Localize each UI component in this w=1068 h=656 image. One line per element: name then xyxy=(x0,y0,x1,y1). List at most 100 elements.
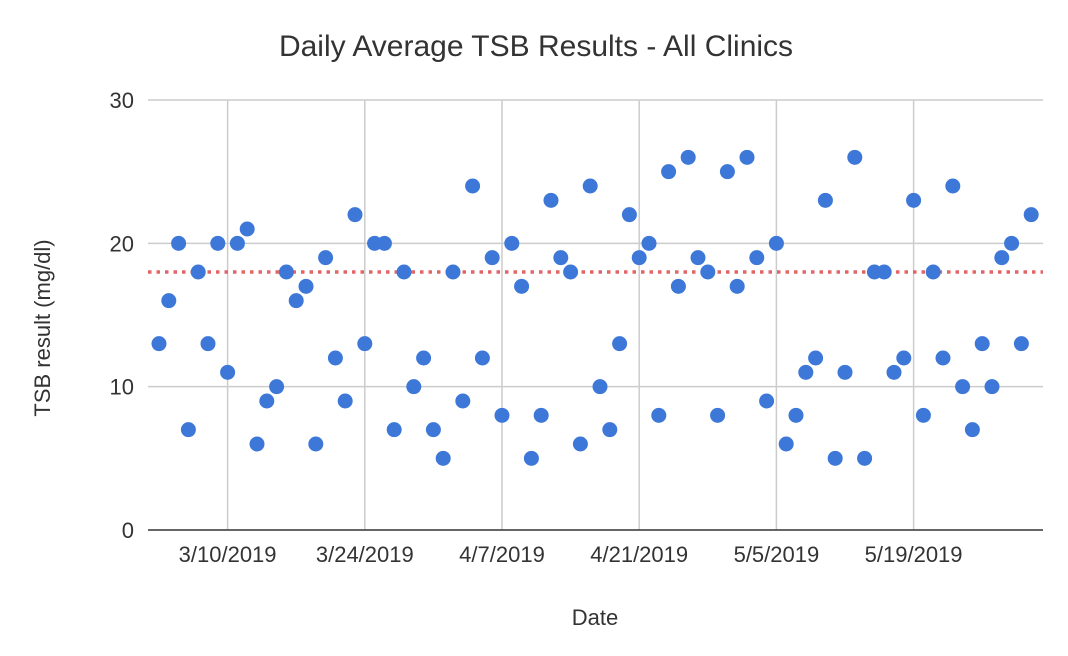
data-point xyxy=(572,436,588,452)
data-point xyxy=(759,393,775,409)
grid xyxy=(148,99,1043,530)
data-point xyxy=(808,350,824,366)
data-point xyxy=(690,250,706,266)
data-point xyxy=(621,207,637,223)
y-axis-label: TSB result (mg/dl) xyxy=(30,239,55,416)
data-point xyxy=(180,422,196,438)
x-tick-label: 4/21/2019 xyxy=(590,542,688,567)
data-point xyxy=(768,235,784,251)
data-point xyxy=(288,293,304,309)
data-point xyxy=(190,264,206,280)
data-point xyxy=(749,250,765,266)
data-point xyxy=(161,293,177,309)
data-point xyxy=(563,264,579,280)
data-point xyxy=(896,350,912,366)
data-point xyxy=(249,436,265,452)
data-point xyxy=(171,235,187,251)
data-points xyxy=(151,149,1039,466)
data-point xyxy=(337,393,353,409)
data-point xyxy=(259,393,275,409)
data-point xyxy=(651,407,667,423)
data-point xyxy=(347,207,363,223)
data-point xyxy=(778,436,794,452)
data-point xyxy=(327,350,343,366)
y-tick-label: 20 xyxy=(110,231,134,256)
data-point xyxy=(308,436,324,452)
data-point xyxy=(670,278,686,294)
tick-labels: 0 10 20 30 3/10/2019 3/24/2019 4/7/2019 4/21/20… xyxy=(110,88,963,567)
data-point xyxy=(886,364,902,380)
data-point xyxy=(474,350,490,366)
data-point xyxy=(984,379,1000,395)
x-tick-label: 5/5/2019 xyxy=(734,542,820,567)
data-point xyxy=(543,192,559,208)
data-point xyxy=(641,235,657,251)
data-point xyxy=(1023,207,1039,223)
data-point xyxy=(592,379,608,395)
data-point xyxy=(514,278,530,294)
data-point xyxy=(151,336,167,352)
data-point xyxy=(857,450,873,466)
data-point xyxy=(425,422,441,438)
data-point xyxy=(935,350,951,366)
x-axis-label: Date xyxy=(572,605,618,630)
data-point xyxy=(994,250,1010,266)
data-point xyxy=(416,350,432,366)
data-point xyxy=(465,178,481,194)
x-tick-label: 5/19/2019 xyxy=(865,542,963,567)
data-point xyxy=(710,407,726,423)
data-point xyxy=(406,379,422,395)
data-point xyxy=(837,364,853,380)
data-point xyxy=(455,393,471,409)
data-point xyxy=(612,336,628,352)
data-point xyxy=(278,264,294,280)
data-point xyxy=(582,178,598,194)
data-point xyxy=(239,221,255,237)
data-point xyxy=(1013,336,1029,352)
y-tick-label: 30 xyxy=(110,88,134,113)
data-point xyxy=(533,407,549,423)
data-point xyxy=(817,192,833,208)
data-point xyxy=(200,336,216,352)
data-point xyxy=(925,264,941,280)
data-point xyxy=(357,336,373,352)
data-point xyxy=(661,164,677,180)
data-point xyxy=(210,235,226,251)
data-point xyxy=(847,149,863,165)
x-tick-label: 4/7/2019 xyxy=(459,542,545,567)
y-tick-label: 0 xyxy=(122,518,134,543)
data-point xyxy=(435,450,451,466)
data-point xyxy=(700,264,716,280)
data-point xyxy=(798,364,814,380)
data-point xyxy=(553,250,569,266)
data-point xyxy=(229,235,245,251)
data-point xyxy=(484,250,500,266)
data-point xyxy=(386,422,402,438)
data-point xyxy=(729,278,745,294)
data-point xyxy=(318,250,334,266)
x-tick-label: 3/24/2019 xyxy=(316,542,414,567)
data-point xyxy=(376,235,392,251)
data-point xyxy=(298,278,314,294)
data-point xyxy=(220,364,236,380)
data-point xyxy=(1004,235,1020,251)
data-point xyxy=(269,379,285,395)
data-point xyxy=(494,407,510,423)
data-point xyxy=(974,336,990,352)
data-point xyxy=(445,264,461,280)
data-point xyxy=(396,264,412,280)
chart-title: Daily Average TSB Results - All Clinics xyxy=(279,30,793,63)
x-tick-label: 3/10/2019 xyxy=(179,542,277,567)
data-point xyxy=(504,235,520,251)
data-point xyxy=(631,250,647,266)
data-point xyxy=(788,407,804,423)
data-point xyxy=(719,164,735,180)
data-point xyxy=(827,450,843,466)
data-point xyxy=(915,407,931,423)
data-point xyxy=(602,422,618,438)
data-point xyxy=(964,422,980,438)
data-point xyxy=(876,264,892,280)
data-point xyxy=(523,450,539,466)
data-point xyxy=(680,149,696,165)
